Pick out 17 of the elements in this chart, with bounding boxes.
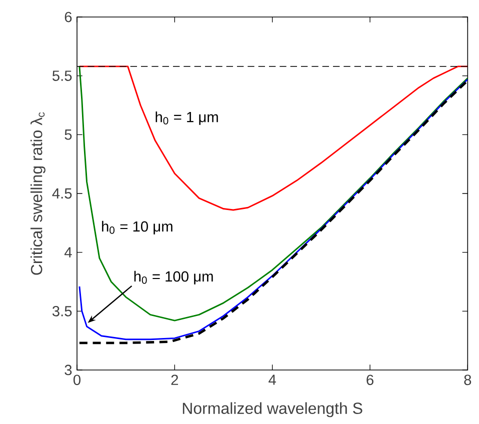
y-tick-label: 4 bbox=[64, 247, 72, 258]
x-tick-label: 6 bbox=[366, 374, 374, 386]
y-axis-title: Critical swelling ratio λ$_{c}$ bbox=[30, 112, 46, 275]
y-tick-label: 5.5 bbox=[52, 70, 72, 81]
x-axis-title: Normalized wavelength S bbox=[182, 402, 362, 418]
x-tick-label: 8 bbox=[464, 374, 472, 386]
x-tick-label: 4 bbox=[268, 374, 276, 385]
y-tick-label: 4.5 bbox=[52, 188, 72, 199]
annotation: h$_{0}$ = 100 μm bbox=[134, 270, 213, 284]
y-tick-label: 3.5 bbox=[52, 306, 72, 316]
x-tick-label: 0 bbox=[73, 374, 80, 386]
y-tick-label: 3 bbox=[64, 364, 72, 376]
annotation: h$_{0}$ = 10 μm bbox=[102, 220, 172, 234]
y-tick-label: 5 bbox=[64, 130, 72, 140]
annotation: h$_{0}$ = 1 μm bbox=[156, 111, 218, 125]
y-tick-label: 6 bbox=[64, 12, 72, 22]
x-tick-label: 2 bbox=[171, 374, 178, 385]
